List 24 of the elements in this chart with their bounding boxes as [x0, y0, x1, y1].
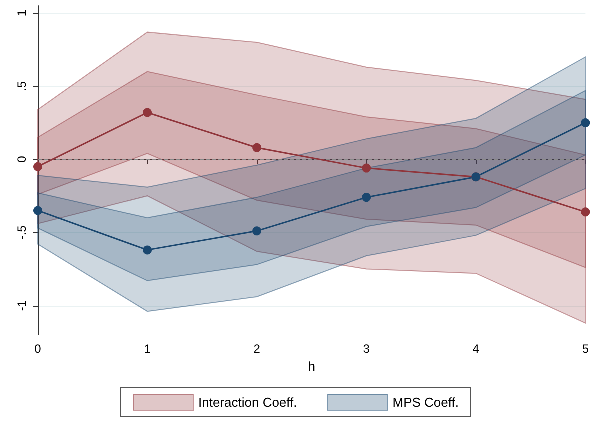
point	[252, 226, 262, 236]
point	[34, 206, 42, 216]
point	[143, 108, 152, 118]
x-tick-label: 3	[363, 342, 370, 356]
legend-label: Interaction Coeff.	[198, 395, 298, 410]
x-tick-label: 4	[472, 342, 480, 356]
y-tick-label: -.5	[15, 225, 29, 240]
y-tick-label: .5	[15, 81, 29, 92]
point	[143, 246, 152, 255]
y-tick-label: -1	[15, 300, 29, 312]
point	[362, 164, 372, 173]
y-tick-label: 1	[15, 10, 29, 17]
point	[581, 208, 590, 217]
x-tick-label: 0	[34, 342, 42, 356]
x-tick-label: 1	[144, 342, 152, 356]
x-tick-label: 2	[254, 342, 261, 356]
y-tick-label: 0	[15, 156, 29, 163]
point	[34, 162, 42, 172]
point	[362, 193, 372, 202]
point	[252, 143, 262, 152]
x-axis-title: h	[308, 358, 316, 374]
x-tick-label: 5	[582, 342, 590, 356]
point	[581, 118, 590, 128]
legend-label: MPS Coeff.	[392, 395, 459, 410]
